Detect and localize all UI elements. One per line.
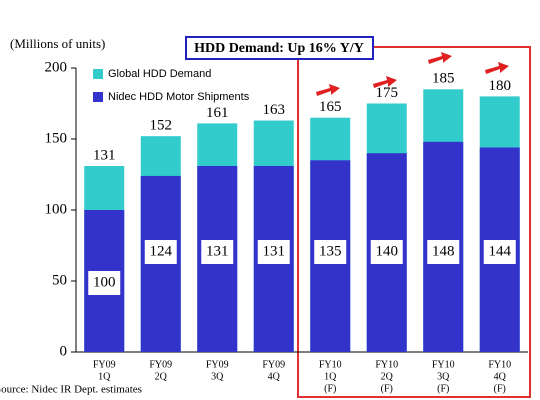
legend-label: Global HDD Demand	[108, 68, 211, 80]
value-label: 100	[93, 274, 116, 290]
value-label: 131	[263, 243, 286, 259]
value-label: 144	[489, 243, 512, 259]
total-label: 161	[206, 105, 229, 121]
x-tick-label: 2Q	[381, 371, 394, 382]
value-label: 140	[376, 243, 399, 259]
y-tick-label: 200	[45, 59, 68, 75]
y-tick-label: 50	[52, 272, 67, 288]
x-tick-label: (F)	[381, 383, 393, 394]
x-tick-label: FY09	[262, 359, 285, 370]
legend-label: Nidec HDD Motor Shipments	[108, 91, 250, 103]
total-label: 180	[489, 78, 512, 94]
x-tick-label: 4Q	[494, 371, 507, 382]
x-tick-label: 4Q	[268, 371, 281, 382]
x-tick-label: FY10	[488, 359, 511, 370]
x-tick-label: 1Q	[324, 371, 337, 382]
x-tick-label: (F)	[494, 383, 506, 394]
trend-arrows	[316, 52, 509, 96]
x-tick-label: 1Q	[98, 371, 111, 382]
label-box	[144, 240, 177, 264]
label-box	[201, 240, 234, 264]
label-box	[88, 271, 121, 295]
title-box	[185, 36, 374, 60]
x-tick-label: FY09	[149, 359, 172, 370]
x-tick-label: 2Q	[155, 371, 168, 382]
source-note: Source: Nidec IR Dept. estimates	[0, 384, 142, 396]
total-label: 131	[93, 147, 116, 163]
value-label: 124	[150, 243, 173, 259]
x-tick-label: FY10	[319, 359, 342, 370]
total-label: 152	[150, 118, 173, 134]
y-tick-label: 0	[60, 343, 68, 359]
label-box	[257, 240, 290, 264]
y-tick-label: 100	[45, 201, 68, 217]
x-tick-label: 3Q	[211, 371, 224, 382]
label-box	[483, 240, 516, 264]
label-box	[370, 240, 403, 264]
x-tick-label: FY10	[432, 359, 455, 370]
chart-title: HDD Demand: Up 16% Y/Y	[194, 41, 364, 56]
x-tick-label: (F)	[437, 383, 449, 394]
total-label: 175	[376, 85, 399, 101]
value-label: 148	[432, 243, 455, 259]
highlight-frame	[297, 46, 531, 398]
y-tick-label: 150	[45, 130, 68, 146]
x-tick-label: FY10	[375, 359, 398, 370]
total-label: 185	[432, 71, 455, 87]
value-label: 131	[206, 243, 229, 259]
y-axis-label: (Millions of units)	[10, 36, 105, 51]
label-box	[427, 240, 460, 264]
total-label: 163	[263, 102, 286, 118]
value-label: 135	[319, 243, 342, 259]
x-tick-label: (F)	[324, 383, 336, 394]
x-tick-label: 3Q	[437, 371, 450, 382]
legend-swatch	[93, 92, 103, 102]
label-box	[314, 240, 347, 264]
total-label: 165	[319, 99, 342, 115]
x-tick-label: FY09	[206, 359, 229, 370]
x-tick-label: FY09	[93, 359, 116, 370]
legend-swatch	[93, 69, 103, 79]
